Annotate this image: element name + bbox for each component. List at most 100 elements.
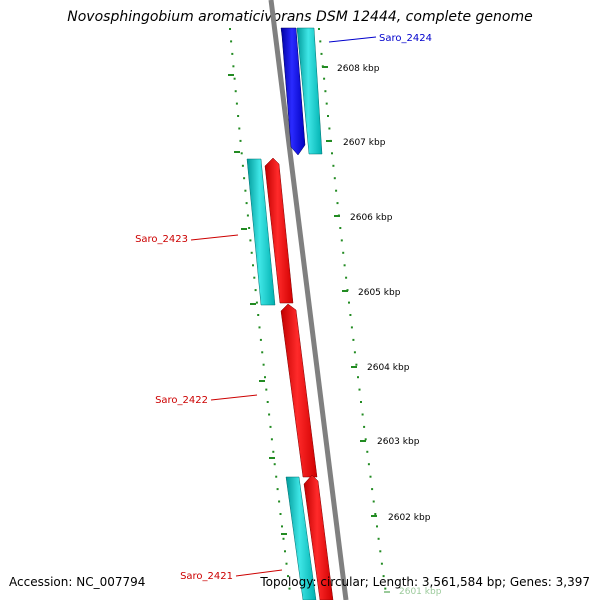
guide-dot [275,475,278,478]
guide-dot [379,550,382,553]
guide-dot [265,388,268,391]
guide-dot [380,562,383,565]
guide-dot [339,227,342,229]
cds-bar[interactable] [246,158,276,306]
guide-dot [276,488,279,491]
scale-tick: 2604 kbp [351,363,410,373]
tick-label: 2604 kbp [367,363,410,373]
gene-saro-2421[interactable] [285,474,334,600]
guide-dot [259,338,262,341]
gene-saro-2423[interactable] [246,157,294,306]
guide-dot [332,164,335,167]
guide-dot [349,314,352,316]
svg-text:Saro_2424[interactable]: Saro_2424 [379,33,432,44]
guide-dot [343,264,346,267]
guide-dot [353,351,356,354]
guide-dot [352,338,355,341]
guide-dot [255,301,258,304]
guide-dot [371,488,374,491]
gene-label-saro-2424[interactable]: Saro_2424 [328,33,432,44]
guide-dot [333,177,336,180]
map-title: Novosphingobium aromaticivorans DSM 1244… [67,9,533,25]
guide-dot [376,525,378,528]
scale-tick: 2603 kbp [360,437,420,447]
guide-dot [278,500,281,503]
guide-dot [287,575,289,578]
scale-tick: 2602 kbp [371,513,431,523]
gene-arrow[interactable] [280,303,318,478]
guide-dot [264,376,266,379]
guide-dot [361,413,364,416]
gene-arrow[interactable] [264,157,294,304]
guide-dot [323,77,326,80]
cds-bar[interactable] [296,27,323,155]
guide-dot [325,102,328,105]
svg-text:Saro_2422[interactable]: Saro_2422 [155,395,208,406]
gene-label-saro-2422[interactable]: Saro_2422 [155,394,258,406]
guide-dot [377,537,380,540]
tick-label: 2607 kbp [343,138,386,148]
gene-saro-2424[interactable] [280,27,323,156]
guide-dot [319,40,322,43]
gene-arrow[interactable] [303,474,334,600]
tick-label: 2606 kbp [350,213,393,223]
guide-dot [268,413,271,416]
guide-dot [367,463,370,466]
svg-text:Saro_2421[interactable]: Saro_2421 [180,571,233,582]
guide-dot [248,227,251,229]
gene-label-saro-2423[interactable]: Saro_2423 [135,234,239,245]
guide-dot [238,127,241,130]
svg-text:Saro_2423[interactable]: Saro_2423 [135,234,188,245]
scale-tick: 2605 kbp [342,288,401,298]
guide-dot [254,289,257,292]
guide-dot [269,425,272,428]
gene-arrow[interactable] [280,27,306,156]
guide-dot [282,537,285,540]
guide-dot [235,102,238,105]
guide-dot [261,351,264,354]
tick-label: 2608 kbp [337,64,380,74]
guide-dot [243,177,246,180]
guide-dot [241,164,244,167]
tick-label: 2602 kbp [388,513,431,523]
guide-dot [318,28,320,30]
gene-label-saro-2421[interactable]: Saro_2421 [180,569,283,582]
guide-dot [237,115,240,117]
guide-dot [320,52,323,55]
scale-tick: 2607 kbp [326,138,386,148]
guide-dot [284,550,286,553]
tick-label: 2603 kbp [377,437,420,447]
guide-dot [336,202,339,205]
guide-dot [328,127,331,130]
guide-dot [253,276,256,279]
guide-dot [331,152,333,155]
guide-dot [239,139,242,142]
guide-dot [288,587,291,590]
guide-dot [272,450,275,453]
guide-dot [357,376,359,379]
guide-dot [230,40,233,43]
guide-dot [358,388,361,391]
guide-dot [232,65,235,68]
guide-dot [234,90,237,93]
guide-dot [374,513,377,515]
accession-text: Accession: NC_007794 [9,575,146,589]
guide-dot [258,326,261,329]
tick-label: 2601 kbp [399,587,442,597]
cds-bar[interactable] [285,476,317,600]
tick-label: 2605 kbp [358,288,401,298]
guide-dot [250,251,253,254]
guide-dot [350,326,353,329]
guide-dot [355,363,358,366]
guide-dot [266,401,269,403]
guide-dot [244,189,247,192]
guide-dot [382,575,385,578]
dotted-guide-arcs [229,28,387,590]
left-scale-ticks [228,74,287,535]
guide-dot [372,500,375,503]
guide-dot [384,587,387,590]
guide-dot [327,115,329,117]
gene-saro-2422[interactable] [280,303,318,478]
guide-dot [364,438,367,441]
